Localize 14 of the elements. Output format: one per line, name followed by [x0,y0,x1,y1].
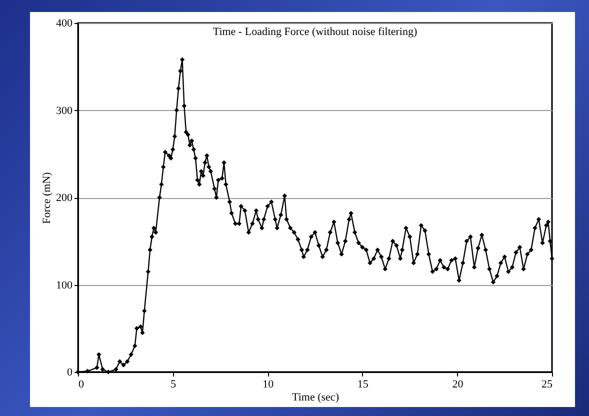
x-tick-label: 10 [262,378,274,390]
y-tick-label: 200 [56,192,73,204]
chart-title: Time - Loading Force (without noise filtering) [212,26,418,38]
y-tick-label: 0 [67,366,73,378]
y-tick-label: 300 [56,104,73,117]
x-tick-label: 0 [78,378,84,390]
x-tick-label: 25 [542,378,553,390]
y-tick-label: 400 [56,18,73,30]
x-axis-title: Time (sec) [292,392,340,404]
y-tick-label: 100 [56,279,73,292]
x-tick-label: 20 [452,378,464,390]
x-tick-label: 5 [170,378,177,390]
y-axis-title: Force (mN) [41,172,53,224]
x-tick-label: 15 [357,378,369,390]
